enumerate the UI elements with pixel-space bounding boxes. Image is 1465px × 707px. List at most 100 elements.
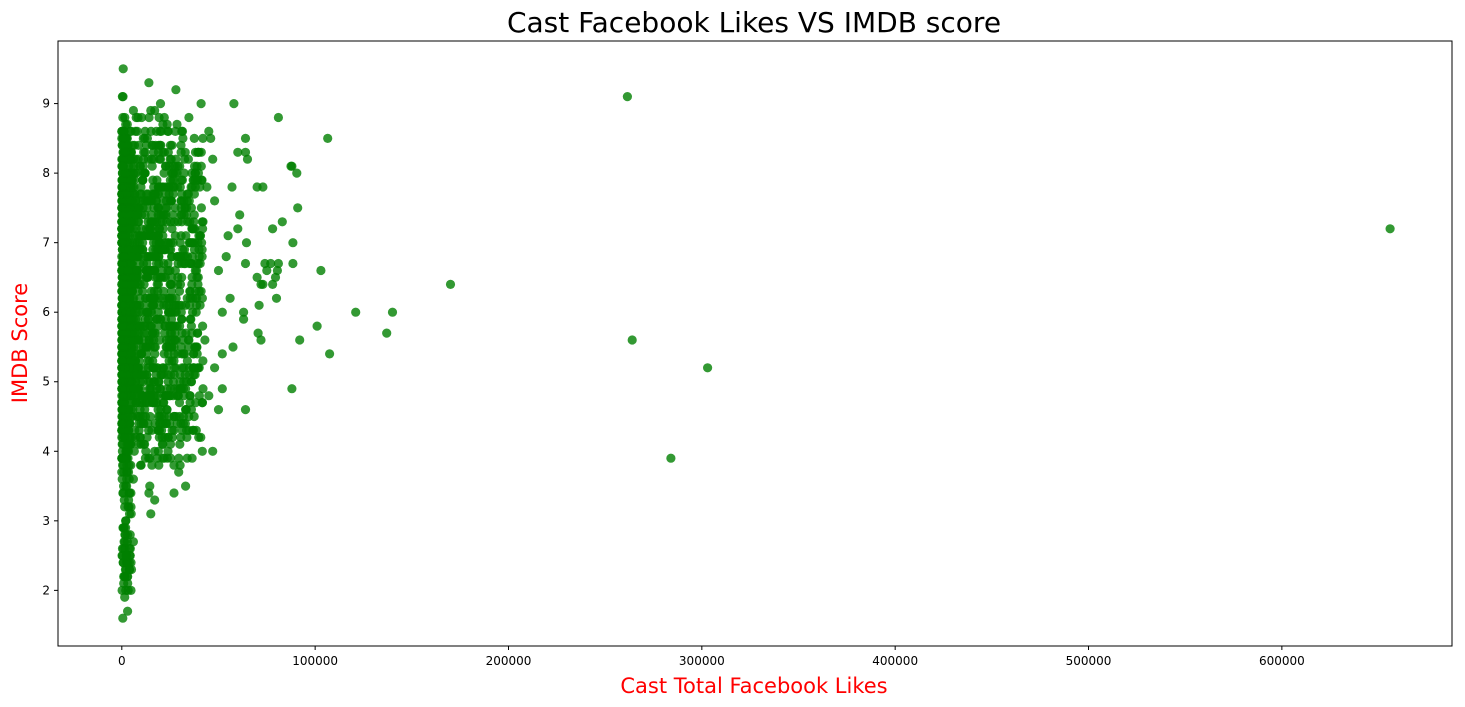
data-point [382, 328, 392, 338]
data-point [159, 147, 169, 157]
data-point [187, 279, 197, 289]
data-point [119, 335, 129, 345]
data-point [316, 265, 326, 276]
data-point [210, 196, 220, 206]
data-point [137, 210, 147, 220]
data-point [288, 238, 298, 248]
data-point [141, 265, 151, 276]
data-point [154, 432, 164, 442]
data-point [137, 349, 147, 359]
data-point [197, 175, 207, 185]
data-point [155, 272, 165, 282]
data-point [190, 293, 201, 303]
data-point [190, 342, 200, 352]
data-point [208, 446, 218, 456]
data-point [271, 293, 282, 303]
data-point [123, 140, 133, 150]
data-point [204, 126, 214, 136]
y-tick-label: 4 [42, 444, 50, 458]
data-point [256, 279, 266, 289]
data-point [155, 335, 165, 345]
data-point [138, 133, 148, 143]
data-point [179, 168, 189, 178]
y-tick-label: 5 [42, 375, 50, 389]
data-point [119, 217, 129, 227]
data-point [206, 133, 216, 143]
data-point [325, 349, 335, 359]
data-point [166, 286, 176, 296]
data-point [182, 432, 192, 442]
data-point [167, 140, 177, 150]
data-point [173, 391, 183, 401]
data-point [148, 245, 158, 255]
data-point [185, 286, 195, 296]
data-point [182, 356, 192, 366]
data-point [133, 335, 143, 345]
data-point [172, 252, 183, 262]
data-point [149, 328, 160, 338]
data-point [145, 377, 156, 387]
data-point [184, 196, 194, 206]
data-point [445, 279, 456, 289]
data-point [141, 398, 151, 408]
data-point [162, 342, 172, 352]
data-point [140, 411, 151, 422]
data-point [122, 439, 132, 449]
data-point [122, 119, 132, 129]
data-point [120, 592, 130, 602]
data-point [194, 286, 204, 296]
data-point [233, 147, 243, 157]
data-point [177, 210, 187, 220]
data-point [208, 154, 218, 164]
data-point [155, 238, 165, 248]
data-point [176, 342, 186, 352]
data-point [120, 238, 130, 248]
data-point [252, 182, 262, 192]
data-point [252, 272, 262, 282]
data-point [146, 217, 156, 227]
data-point [210, 363, 220, 373]
data-point [190, 182, 200, 192]
data-point [139, 363, 149, 373]
data-point [175, 238, 185, 248]
data-point [292, 168, 302, 178]
data-point [132, 245, 142, 255]
data-point [195, 300, 205, 310]
data-point [117, 544, 128, 554]
data-point [122, 467, 132, 477]
data-point [189, 175, 199, 185]
data-point [174, 286, 185, 296]
data-point [196, 99, 206, 109]
data-point [194, 147, 204, 157]
x-tick-label: 0 [118, 654, 126, 668]
data-point [126, 488, 136, 498]
data-point [142, 307, 152, 317]
data-point [217, 349, 227, 359]
data-point [196, 203, 206, 213]
data-point [120, 502, 130, 512]
data-point [135, 161, 145, 171]
data-point [240, 405, 251, 415]
data-point [144, 488, 154, 498]
data-point [160, 328, 170, 338]
data-point [132, 370, 142, 380]
data-point [155, 418, 165, 429]
data-point [191, 307, 201, 317]
data-point [118, 377, 128, 387]
data-point [239, 307, 249, 317]
data-point [124, 544, 134, 554]
data-point [178, 245, 188, 255]
data-point [225, 293, 235, 303]
data-point [124, 495, 134, 505]
data-point [123, 606, 133, 616]
data-point [124, 245, 134, 255]
data-point [194, 245, 204, 255]
data-point [196, 161, 206, 171]
data-point [118, 432, 128, 442]
data-point [146, 384, 156, 394]
data-point [153, 307, 163, 317]
data-point [150, 495, 160, 505]
x-tick-label: 400000 [872, 654, 918, 668]
data-point [128, 474, 138, 484]
data-point [152, 453, 162, 463]
